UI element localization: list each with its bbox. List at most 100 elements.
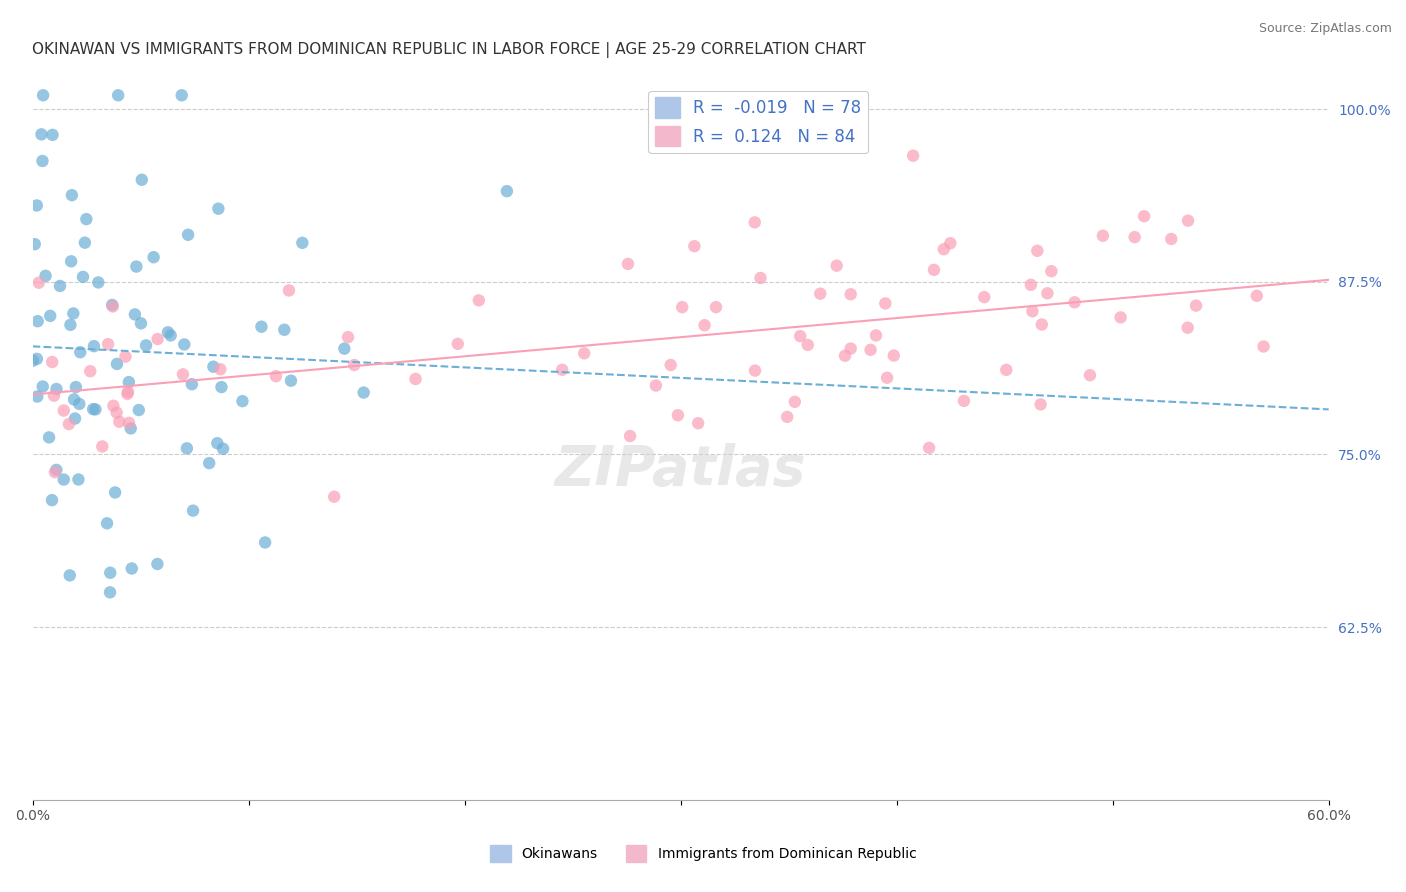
Point — [49, 279, 72, 293]
Point — [87, 276, 110, 290]
Point — [207, 202, 229, 216]
Point — [28, 276, 51, 290]
Point — [1109, 310, 1132, 325]
Point — [1253, 339, 1275, 353]
Point — [496, 184, 519, 198]
Point — [883, 349, 905, 363]
Point — [922, 263, 945, 277]
Point — [704, 300, 727, 314]
Point — [173, 337, 195, 351]
Point — [209, 362, 232, 376]
Point — [142, 250, 165, 264]
Point — [212, 442, 235, 456]
Point — [25, 198, 48, 212]
Point — [776, 409, 799, 424]
Point — [104, 485, 127, 500]
Point — [45, 382, 67, 396]
Point — [107, 88, 129, 103]
Point — [41, 128, 63, 142]
Point — [789, 329, 811, 343]
Point — [91, 439, 114, 453]
Point — [65, 380, 87, 394]
Point — [131, 173, 153, 187]
Point — [932, 242, 955, 256]
Point — [839, 342, 862, 356]
Point — [103, 399, 125, 413]
Point — [121, 561, 143, 575]
Point — [60, 254, 83, 268]
Point — [323, 490, 346, 504]
Point — [1040, 264, 1063, 278]
Point — [1177, 320, 1199, 334]
Point — [447, 336, 470, 351]
Legend: R =  -0.019   N = 78, R =  0.124   N = 84: R = -0.019 N = 78, R = 0.124 N = 84 — [648, 91, 869, 153]
Point — [97, 337, 120, 351]
Point — [1133, 209, 1156, 223]
Point — [146, 557, 169, 571]
Point — [865, 328, 887, 343]
Point — [645, 378, 668, 392]
Point — [159, 328, 181, 343]
Point — [333, 342, 356, 356]
Point — [105, 406, 128, 420]
Point — [63, 411, 86, 425]
Point — [744, 363, 766, 377]
Point — [125, 260, 148, 274]
Point — [42, 389, 65, 403]
Point — [783, 394, 806, 409]
Point — [688, 416, 710, 430]
Point — [918, 441, 941, 455]
Point — [901, 149, 924, 163]
Point — [683, 239, 706, 253]
Point — [834, 349, 856, 363]
Point — [41, 493, 63, 508]
Point — [176, 442, 198, 456]
Point — [202, 359, 225, 374]
Point — [38, 430, 60, 444]
Point — [135, 338, 157, 352]
Point — [118, 375, 141, 389]
Text: Source: ZipAtlas.com: Source: ZipAtlas.com — [1258, 22, 1392, 36]
Point — [25, 351, 48, 366]
Point — [353, 385, 375, 400]
Point — [101, 300, 124, 314]
Point — [280, 374, 302, 388]
Point — [73, 235, 96, 250]
Point — [250, 319, 273, 334]
Text: ZIPatlas: ZIPatlas — [555, 443, 806, 498]
Point — [30, 128, 52, 142]
Point — [105, 357, 128, 371]
Point — [34, 268, 56, 283]
Point — [62, 306, 84, 320]
Point — [953, 393, 976, 408]
Point — [572, 346, 595, 360]
Text: OKINAWAN VS IMMIGRANTS FROM DOMINICAN REPUBLIC IN LABOR FORCE | AGE 25-29 CORREL: OKINAWAN VS IMMIGRANTS FROM DOMINICAN RE… — [32, 42, 866, 58]
Point — [405, 372, 427, 386]
Point — [170, 88, 193, 103]
Point — [468, 293, 491, 308]
Point — [59, 568, 82, 582]
Point — [21, 353, 44, 368]
Point — [63, 392, 86, 407]
Point — [39, 309, 62, 323]
Point — [343, 358, 366, 372]
Point — [124, 307, 146, 321]
Point — [96, 516, 118, 531]
Point — [44, 465, 66, 479]
Point — [52, 403, 75, 417]
Point — [1063, 295, 1085, 310]
Point — [1029, 397, 1052, 411]
Point — [84, 402, 107, 417]
Point — [939, 236, 962, 251]
Point — [45, 463, 67, 477]
Point — [825, 259, 848, 273]
Point — [180, 377, 202, 392]
Point — [1246, 289, 1268, 303]
Point — [859, 343, 882, 357]
Point — [207, 436, 229, 450]
Point — [120, 421, 142, 435]
Point — [32, 88, 55, 103]
Point — [59, 318, 82, 332]
Point — [181, 503, 204, 517]
Point — [60, 188, 83, 202]
